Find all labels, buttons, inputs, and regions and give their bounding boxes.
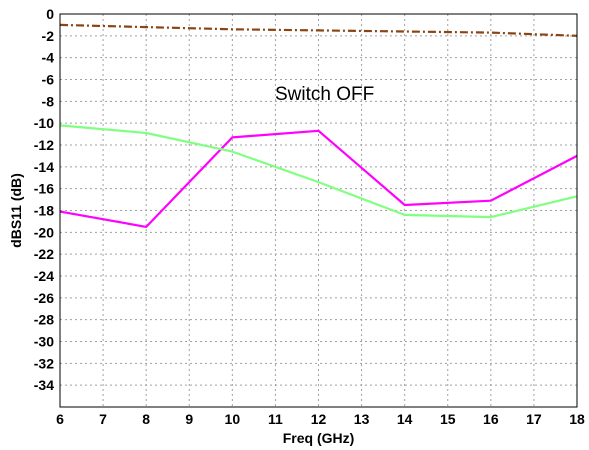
x-axis-label: Freq (GHz) bbox=[283, 430, 355, 446]
x-tick-label: 13 bbox=[354, 411, 370, 427]
y-tick-label: -12 bbox=[34, 137, 54, 153]
x-tick-label: 7 bbox=[99, 411, 107, 427]
plot-frame bbox=[59, 13, 578, 408]
x-tick-label: 10 bbox=[225, 411, 241, 427]
x-tick-label: 17 bbox=[526, 411, 542, 427]
x-tick-label: 12 bbox=[311, 411, 327, 427]
y-tick-label: -10 bbox=[34, 115, 54, 131]
y-tick-label: -24 bbox=[34, 268, 54, 284]
y-tick-label: -18 bbox=[34, 203, 54, 219]
y-tick-label: -4 bbox=[42, 50, 55, 66]
y-tick-label: -2 bbox=[42, 28, 55, 44]
y-tick-label: -6 bbox=[42, 72, 55, 88]
annotation-switch-off: Switch OFF bbox=[275, 84, 374, 105]
y-tick-label: -26 bbox=[34, 290, 54, 306]
series-line-2 bbox=[59, 129, 578, 228]
grid bbox=[60, 14, 577, 407]
y-tick-label: 0 bbox=[46, 6, 54, 22]
y-tick-label: -22 bbox=[34, 246, 54, 262]
y-tick-label: -8 bbox=[42, 93, 55, 109]
series-line-3 bbox=[59, 124, 578, 219]
y-tick-label: -32 bbox=[34, 355, 54, 371]
y-tick-labels: 0 -2 -4 -6 -8 -10 -12 -14 -16 -18 -20 -22 -24 -26 -28 -… bbox=[34, 6, 54, 393]
x-tick-labels: 6 7 8 9 10 11 12 13 14 15 16 17 18 bbox=[56, 411, 585, 427]
y-tick-label: -34 bbox=[34, 377, 54, 393]
y-tick-label: -28 bbox=[34, 312, 54, 328]
x-tick-label: 9 bbox=[185, 411, 193, 427]
y-tick-label: -14 bbox=[34, 159, 54, 175]
x-tick-label: 8 bbox=[142, 411, 150, 427]
series-group bbox=[59, 23, 578, 228]
x-tick-label: 15 bbox=[440, 411, 456, 427]
y-tick-label: -16 bbox=[34, 181, 54, 197]
x-tick-label: 6 bbox=[56, 411, 64, 427]
x-tick-label: 14 bbox=[397, 411, 413, 427]
y-axis-label: dBS11 (dB) bbox=[8, 173, 24, 248]
x-tick-label: 18 bbox=[569, 411, 585, 427]
y-tick-label: -20 bbox=[34, 224, 54, 240]
series-line-1 bbox=[59, 23, 578, 37]
x-tick-label: 11 bbox=[268, 411, 283, 427]
y-tick-label: -30 bbox=[34, 334, 54, 350]
x-tick-label: 16 bbox=[483, 411, 499, 427]
